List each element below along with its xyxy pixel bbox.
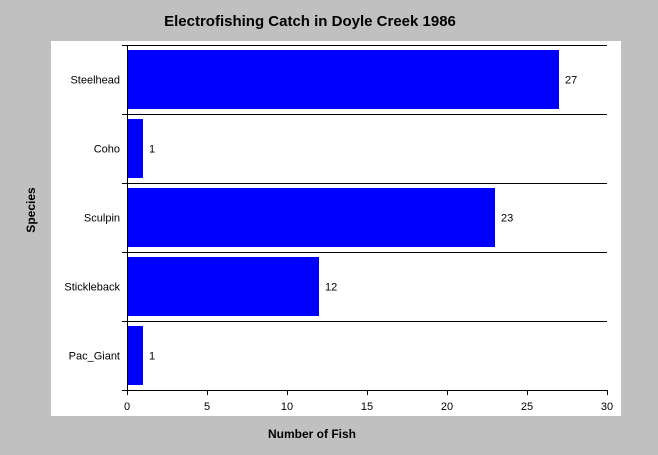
category-label: Steelhead bbox=[70, 75, 120, 87]
x-tick-label: 20 bbox=[441, 401, 453, 413]
bar bbox=[128, 257, 319, 316]
x-axis-label: Number of Fish bbox=[267, 427, 356, 441]
category-label: Sculpin bbox=[84, 213, 120, 225]
x-tick-label: 0 bbox=[124, 401, 130, 413]
category-label: Stickleback bbox=[64, 282, 120, 294]
x-tick-label: 10 bbox=[281, 401, 293, 413]
category-label: Pac_Giant bbox=[69, 351, 120, 363]
chart-title: Electrofishing Catch in Doyle Creek 1986 bbox=[164, 13, 456, 30]
x-tick-label: 15 bbox=[361, 401, 373, 413]
x-tick-label: 5 bbox=[204, 401, 210, 413]
data-label: 12 bbox=[325, 282, 337, 294]
x-tick-label: 25 bbox=[521, 401, 533, 413]
bar bbox=[128, 50, 559, 109]
x-tick-label: 30 bbox=[601, 401, 613, 413]
data-label: 1 bbox=[149, 351, 155, 363]
data-label: 23 bbox=[501, 213, 513, 225]
data-label: 27 bbox=[565, 75, 577, 87]
bar bbox=[128, 326, 143, 385]
bar bbox=[128, 188, 495, 247]
bar bbox=[128, 119, 143, 178]
category-label: Coho bbox=[94, 144, 120, 156]
data-label: 1 bbox=[149, 144, 155, 156]
